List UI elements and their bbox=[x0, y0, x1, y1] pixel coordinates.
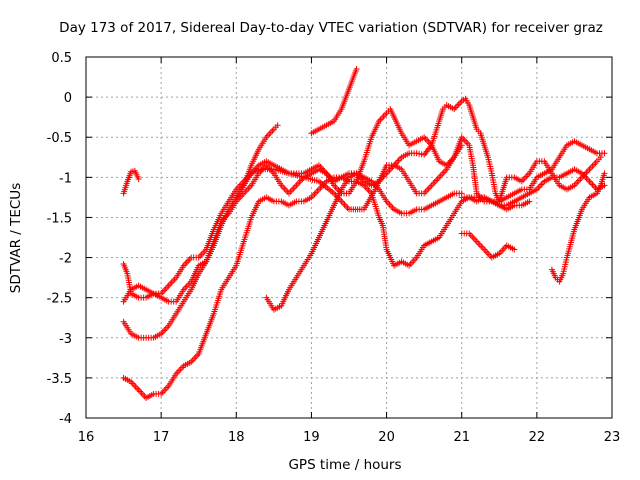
data-point-marker bbox=[274, 122, 281, 129]
x-tick-label: 22 bbox=[529, 430, 546, 445]
y-tick-label: 0 bbox=[64, 91, 72, 106]
axis-ticks bbox=[85, 56, 613, 419]
y-tick-label: -1 bbox=[59, 171, 72, 186]
y-tick-label: -2 bbox=[59, 252, 72, 267]
data-point-marker bbox=[416, 150, 423, 157]
y-tick-label: -1.5 bbox=[47, 211, 72, 226]
data-point-marker bbox=[601, 150, 608, 157]
plot-frame bbox=[85, 56, 613, 419]
data-point-marker bbox=[526, 198, 533, 205]
y-tick-label: -3 bbox=[59, 332, 72, 347]
x-tick-labels: 16 17 18 19 20 21 22 23 bbox=[78, 430, 621, 445]
x-tick-label: 20 bbox=[378, 430, 395, 445]
data-point-marker bbox=[353, 66, 360, 73]
data-point-marker bbox=[601, 182, 608, 189]
y-axis-label: SDTVAR / TECUs bbox=[8, 183, 24, 293]
y-tick-labels: -4 -3.5 -3 -2.5 -2 -1.5 -1 -0.5 0 0.5 bbox=[47, 51, 72, 427]
data-point-marker bbox=[413, 150, 420, 157]
x-tick-label: 19 bbox=[303, 430, 320, 445]
data-point-marker bbox=[418, 151, 425, 158]
x-tick-label: 17 bbox=[153, 430, 170, 445]
y-tick-label: -3.5 bbox=[47, 372, 72, 387]
x-tick-label: 21 bbox=[453, 430, 470, 445]
data-point-marker bbox=[511, 246, 518, 253]
x-tick-label: 23 bbox=[604, 430, 621, 445]
grid-lines bbox=[86, 57, 612, 418]
y-tick-label: -0.5 bbox=[47, 131, 72, 146]
data-point-marker bbox=[601, 170, 608, 177]
data-point-marker bbox=[135, 175, 142, 182]
data-point-marker bbox=[458, 142, 465, 149]
data-points bbox=[120, 66, 608, 401]
y-tick-label: -4 bbox=[59, 412, 72, 427]
y-tick-label: -2.5 bbox=[47, 292, 72, 307]
data-point-marker bbox=[597, 154, 604, 161]
x-tick-label: 18 bbox=[228, 430, 245, 445]
x-axis-label: GPS time / hours bbox=[288, 457, 401, 473]
x-tick-label: 16 bbox=[78, 430, 95, 445]
y-tick-label: 0.5 bbox=[51, 51, 72, 66]
chart-title: Day 173 of 2017, Sidereal Day-to-day VTE… bbox=[59, 20, 603, 36]
